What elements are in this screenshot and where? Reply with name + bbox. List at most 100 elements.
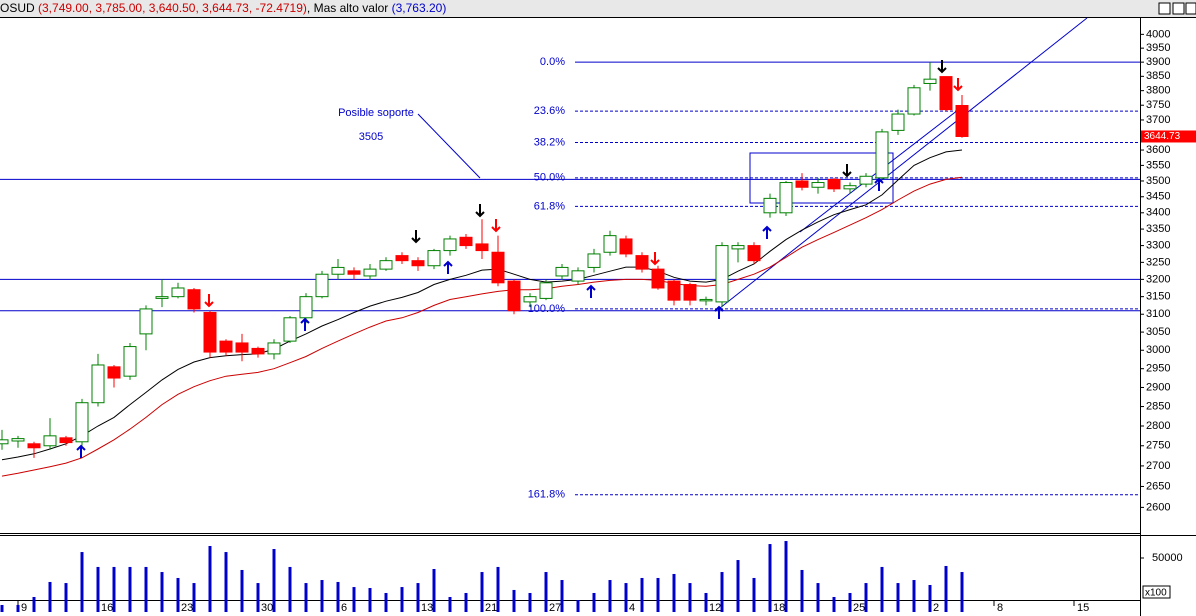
candle-body	[571, 270, 585, 282]
volume-bar	[736, 560, 740, 612]
volume-bar	[496, 566, 500, 612]
volume-bar	[560, 580, 564, 612]
volume-bar	[784, 541, 788, 612]
volume-bar	[816, 583, 820, 612]
fib-label: 100.0%	[528, 303, 566, 315]
x-tick-label: 21	[485, 602, 497, 614]
candle-body	[699, 298, 713, 302]
volume-bar	[160, 572, 164, 612]
candle-body	[315, 273, 329, 298]
candle-body	[523, 296, 537, 303]
candle-body	[779, 182, 793, 214]
window-buttons[interactable]	[1158, 2, 1196, 15]
y-tick-label: 3200	[1146, 273, 1170, 285]
candle-body	[539, 282, 553, 299]
volume-bar	[64, 583, 68, 612]
candle-body	[587, 253, 601, 268]
volume-bar	[352, 587, 356, 612]
unit-box	[1142, 585, 1171, 599]
volume-bar	[416, 583, 420, 612]
y-tick-label: 2900	[1146, 381, 1170, 393]
candle-body	[683, 284, 697, 301]
signal-arrow	[300, 317, 310, 331]
candle-body	[171, 287, 185, 298]
fib-label: 38.2%	[534, 136, 565, 148]
candle-body	[811, 182, 825, 188]
volume-bar	[112, 566, 116, 612]
close-button[interactable]	[1185, 2, 1196, 15]
candle-body	[235, 342, 249, 353]
x-tick-label: 27	[549, 602, 561, 614]
unit-label: x100	[1145, 588, 1167, 599]
signal-arrow	[411, 230, 421, 244]
volume-bar	[592, 592, 596, 612]
candle-body	[603, 235, 617, 253]
signal-arrow	[491, 219, 501, 233]
volume-bar	[944, 565, 948, 612]
volume-bar	[896, 583, 900, 612]
candle-body	[379, 260, 393, 270]
volume-bar	[720, 572, 724, 612]
candle-body	[955, 105, 969, 137]
candle-body	[715, 245, 729, 303]
y-tick-label: 2700	[1146, 460, 1170, 472]
candle-body	[283, 317, 297, 342]
volume-bar	[864, 583, 868, 612]
candle-body	[267, 342, 281, 355]
candle-body	[123, 346, 137, 377]
candle-body	[347, 270, 361, 275]
volume-bar	[656, 577, 660, 612]
y-tick-label: 3150	[1146, 291, 1170, 303]
y-tick-label: 3600	[1146, 144, 1170, 156]
last-price-label: 3644.73	[1144, 131, 1181, 142]
y-tick-label: 3500	[1146, 175, 1170, 187]
y-tick-label: 3850	[1146, 70, 1170, 82]
restore-button[interactable]	[1158, 2, 1171, 15]
volume-bar	[576, 600, 580, 612]
y-tick-label: 3700	[1146, 114, 1170, 126]
candle-body	[203, 311, 217, 353]
candle-body	[459, 236, 473, 247]
signal-arrow	[586, 284, 596, 298]
maximize-button[interactable]	[1172, 2, 1185, 15]
y-tick-label: 2950	[1146, 363, 1170, 375]
volume-bar	[544, 572, 548, 612]
y-tick-label: 3550	[1146, 159, 1170, 171]
fib-label: 161.8%	[528, 489, 566, 501]
y-tick-label: 4000	[1146, 28, 1170, 40]
candle-body	[427, 250, 441, 267]
candle-body	[763, 197, 777, 214]
candle-body	[107, 366, 121, 379]
volume-bar	[128, 566, 132, 612]
x-tick-label: 23	[181, 602, 193, 614]
signal-arrow	[842, 164, 852, 178]
signal-arrow	[953, 78, 963, 92]
candle-body	[187, 289, 201, 310]
volume-bar	[288, 566, 292, 612]
candle-body	[891, 113, 905, 131]
signal-arrow	[443, 260, 453, 274]
volume-bar	[960, 572, 964, 612]
volume-bar	[272, 549, 276, 612]
candle-body	[667, 280, 681, 301]
y-tick-label: 2750	[1146, 440, 1170, 452]
y-tick-label: 3400	[1146, 207, 1170, 219]
volume-bar	[256, 583, 260, 612]
volume-bar	[512, 589, 516, 612]
signal-arrow	[937, 60, 947, 74]
candle-body	[155, 296, 169, 299]
volume-bar	[32, 596, 36, 612]
candle-body	[619, 238, 633, 255]
volume-bar	[608, 580, 612, 612]
volume-bar	[400, 587, 404, 612]
y-tick-label: 3950	[1146, 42, 1170, 54]
volume-bar	[48, 581, 52, 612]
volume-bar	[448, 596, 452, 612]
annotation: 3505	[359, 131, 383, 143]
volume-bar	[16, 604, 20, 612]
volume-bar	[208, 545, 212, 612]
y-tick-label: 3000	[1146, 344, 1170, 356]
header-text: OSUD (3,749.00, 3,785.00, 3,640.50, 3,64…	[0, 1, 446, 15]
candle-body	[395, 255, 409, 262]
fib-label: 61.8%	[534, 200, 565, 212]
